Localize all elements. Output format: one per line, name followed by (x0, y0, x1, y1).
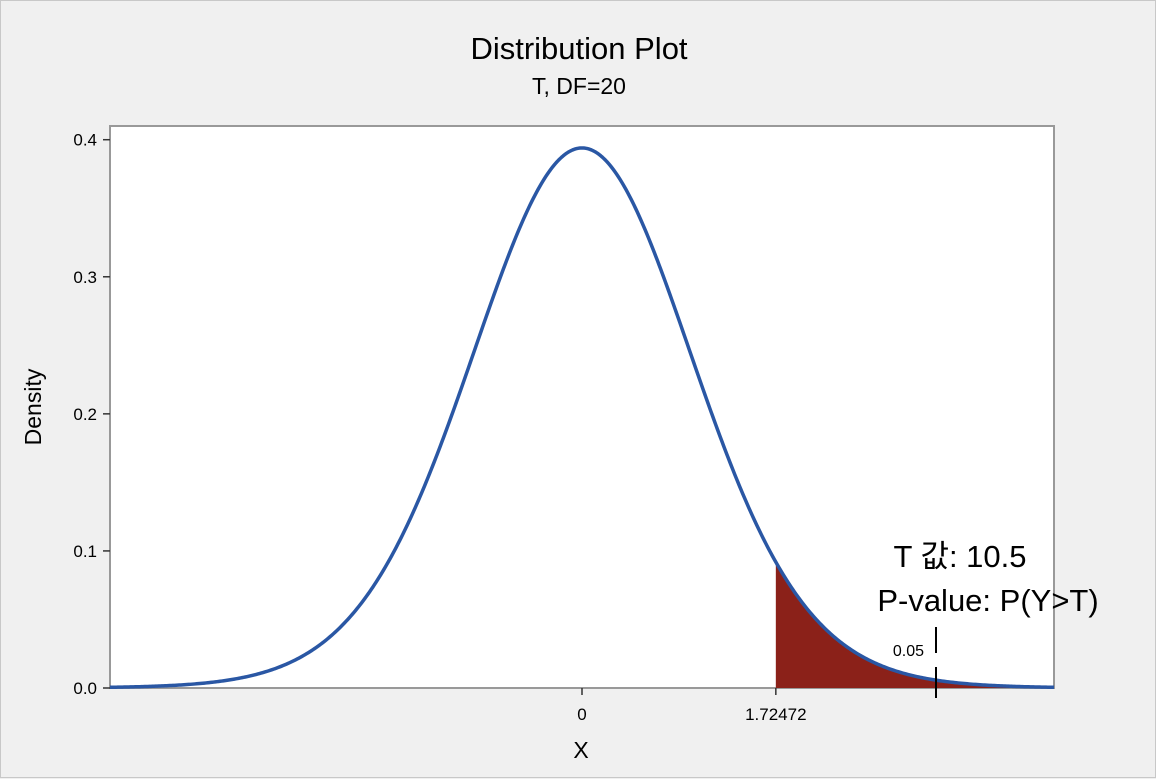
y-tick-label: 0.2 (73, 405, 97, 424)
y-tick-label: 0.1 (73, 542, 97, 561)
y-tick-label: 0.3 (73, 268, 97, 287)
annotation-statistic: T 값: 10.5 (893, 539, 1026, 574)
chart-title: Distribution Plot (470, 31, 687, 66)
shaded-region-layer (775, 562, 1054, 688)
y-tick-label: 0.0 (73, 679, 97, 698)
y-axis-label: Density (20, 368, 46, 445)
y-axis: 0.0 0.1 0.2 0.3 0.4 (73, 131, 110, 698)
x-tick-label: 0 (577, 705, 586, 724)
x-tick-label: 1.72472 (745, 705, 806, 724)
y-tick-label: 0.4 (73, 131, 97, 150)
chart-subtitle: T, DF=20 (532, 73, 626, 99)
annotation-pvalue: P-value: P(Y>T) (877, 583, 1098, 618)
density-curve-layer (109, 146, 1055, 690)
x-axis: 0 1.72472 (577, 688, 807, 724)
shaded-area-label: 0.05 (893, 643, 924, 660)
x-axis-label: X (573, 737, 588, 763)
plot-area (109, 125, 1055, 689)
annotation-layer: 0.05 T 값: 10.5 P-value: P(Y>T) (877, 539, 1099, 698)
shaded-tail-area (775, 562, 1054, 688)
density-curve (109, 146, 1055, 690)
